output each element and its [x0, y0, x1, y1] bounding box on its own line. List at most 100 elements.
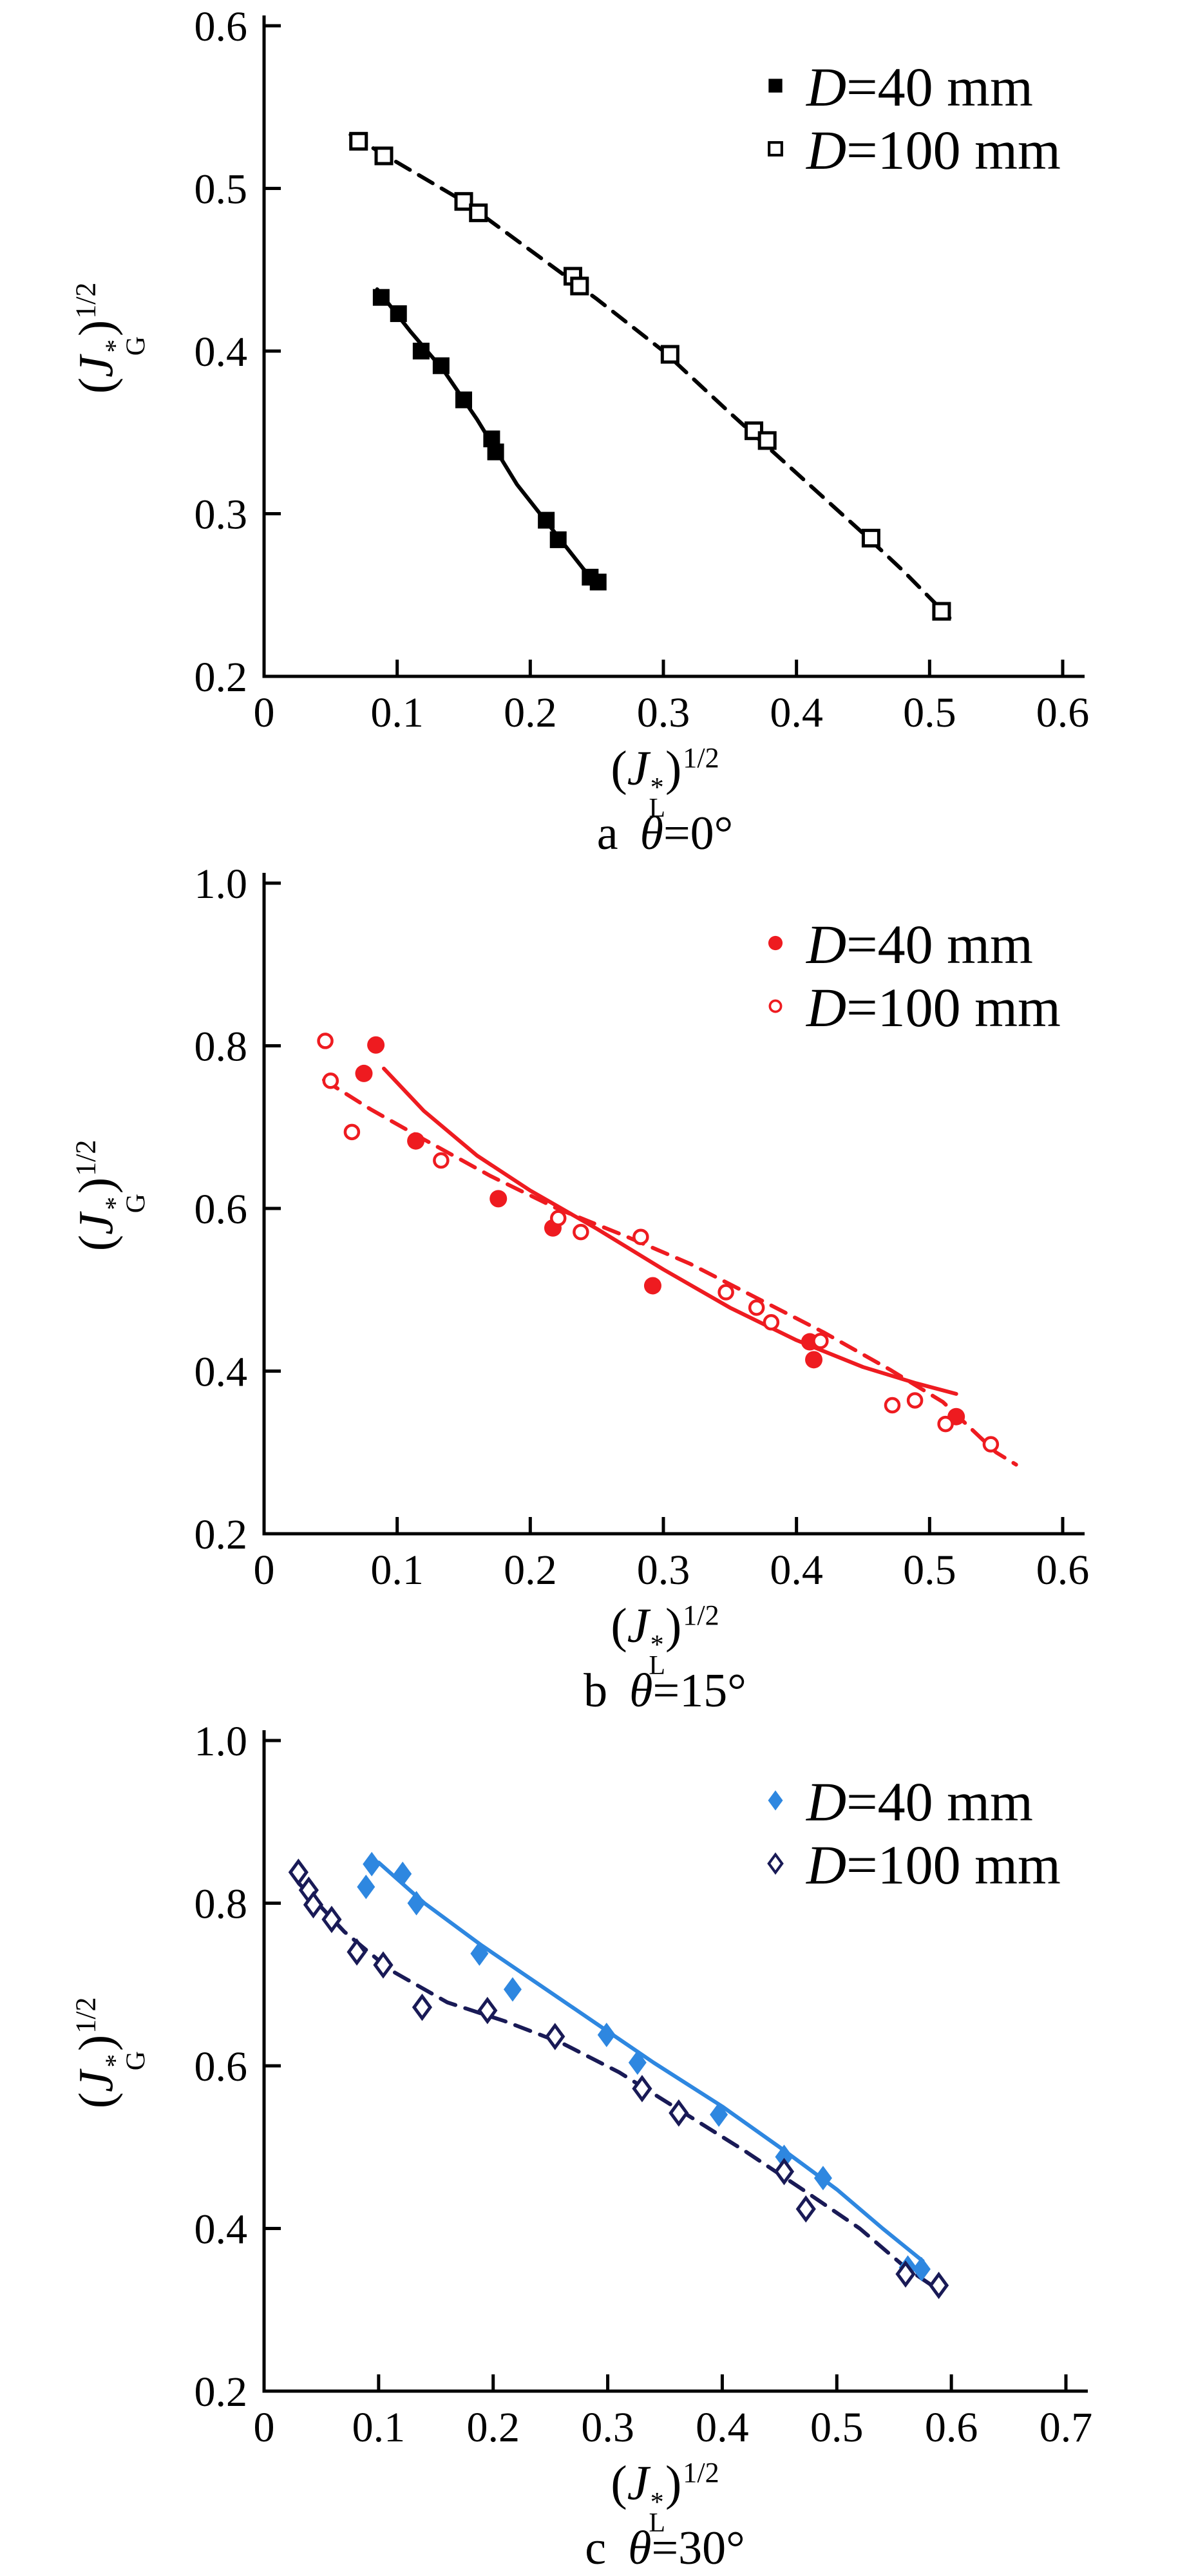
- legend-label: D=100 mm: [806, 118, 1061, 182]
- svg-text:0: 0: [254, 2404, 275, 2451]
- svg-text:0.6: 0.6: [195, 1186, 248, 1233]
- legend-label: D=40 mm: [806, 912, 1033, 977]
- svg-text:0.6: 0.6: [925, 2404, 978, 2451]
- filled-circle-marker-icon: [760, 928, 791, 962]
- paren: ): [665, 1599, 682, 1653]
- l-sub: L: [649, 1651, 665, 1681]
- svg-text:0.3: 0.3: [637, 1547, 690, 1594]
- svg-text:0: 0: [254, 689, 275, 736]
- legend-marker-box: [759, 928, 792, 962]
- x-axis-label-b: (J * L)1/2: [264, 1598, 1066, 1681]
- legend-a: D=40 mm D=100 mm: [759, 55, 1061, 182]
- caption-value: =0°: [663, 807, 734, 860]
- half-exponent: 1/2: [683, 2456, 719, 2488]
- svg-text:0: 0: [254, 1547, 275, 1594]
- svg-text:0.4: 0.4: [770, 1547, 823, 1594]
- legend-marker-box: [759, 991, 792, 1025]
- svg-text:0.2: 0.2: [195, 2369, 248, 2416]
- chart-section-a: 0 0.1 0.2 0.3 0.4 0.5 0.6 0.2 0.3 0.4 0.5 0.6 (J * G)…: [0, 0, 1187, 860]
- legend-label: D=40 mm: [806, 55, 1033, 119]
- svg-text:0.4: 0.4: [696, 2404, 749, 2451]
- legend-value: =40 mm: [846, 913, 1033, 975]
- svg-text:0.6: 0.6: [1036, 689, 1090, 736]
- open-circle-marker-icon: [760, 991, 791, 1025]
- svg-text:0.3: 0.3: [581, 2404, 634, 2451]
- caption-letter: c: [585, 2522, 607, 2575]
- svg-text:0.3: 0.3: [637, 689, 690, 736]
- legend-item: D=100 mm: [759, 976, 1061, 1039]
- theta-symbol: θ: [640, 807, 663, 860]
- paren: (: [611, 1599, 627, 1653]
- legend-marker-box: [759, 1848, 792, 1882]
- svg-text:0.5: 0.5: [903, 1547, 956, 1594]
- svg-text:0.8: 0.8: [195, 1024, 248, 1071]
- svg-text:0.5: 0.5: [903, 689, 956, 736]
- l-sub: L: [649, 2508, 665, 2539]
- theta-symbol: θ: [629, 1665, 653, 1717]
- svg-text:0.6: 0.6: [195, 2043, 248, 2090]
- d-symbol: D: [806, 119, 847, 181]
- star-sup: *: [650, 772, 664, 803]
- sub-sup-stack: * L: [649, 772, 665, 824]
- svg-text:0.2: 0.2: [195, 654, 248, 701]
- legend-item: D=40 mm: [759, 913, 1061, 976]
- paren: (: [611, 741, 627, 796]
- legend-marker-box: [759, 70, 792, 104]
- svg-text:0.6: 0.6: [1036, 1547, 1090, 1594]
- svg-text:0.4: 0.4: [195, 329, 248, 376]
- svg-text:0.3: 0.3: [195, 491, 248, 539]
- x-axis-label-c: (J * L)1/2: [264, 2456, 1066, 2539]
- svg-text:0.1: 0.1: [370, 689, 424, 736]
- legend-value: =100 mm: [846, 119, 1061, 181]
- legend-label: D=40 mm: [806, 1770, 1033, 1834]
- star-sup: *: [650, 2487, 664, 2517]
- caption-c: c θ=30°: [264, 2521, 1066, 2576]
- open-square-marker-icon: [760, 133, 791, 167]
- legend-b: D=40 mm D=100 mm: [759, 913, 1061, 1039]
- star-sup: *: [650, 1630, 664, 1660]
- open-diamond-marker-icon: [760, 1848, 791, 1882]
- svg-text:0.8: 0.8: [195, 1881, 248, 1928]
- legend-label: D=100 mm: [806, 1833, 1061, 1897]
- svg-text:0.1: 0.1: [352, 2404, 406, 2451]
- svg-text:1.0: 1.0: [195, 1718, 248, 1765]
- legend-item: D=100 mm: [759, 119, 1061, 182]
- sub-sup-stack: * L: [649, 1630, 665, 1681]
- filled-square-marker-icon: [760, 70, 791, 104]
- caption-value: =15°: [652, 1665, 746, 1717]
- half-exponent: 1/2: [683, 741, 719, 774]
- chart-section-c: 0 0.1 0.2 0.3 0.4 0.5 0.6 0.7 0.2 0.4 0.6 0.8 1.0 (J…: [0, 1715, 1187, 2576]
- svg-text:0.7: 0.7: [1040, 2404, 1093, 2451]
- paren: ): [665, 741, 682, 796]
- paren: (: [611, 2456, 627, 2510]
- theta-symbol: θ: [628, 2522, 652, 2575]
- legend-marker-box: [759, 1785, 792, 1819]
- sub-sup-stack: * L: [649, 2487, 665, 2539]
- l-sub: L: [649, 794, 665, 824]
- svg-text:0.2: 0.2: [466, 2404, 520, 2451]
- svg-text:0.6: 0.6: [195, 3, 248, 50]
- j-symbol: J: [627, 2456, 649, 2510]
- svg-text:1.0: 1.0: [195, 861, 248, 908]
- svg-text:0.1: 0.1: [370, 1547, 424, 1594]
- svg-text:0.4: 0.4: [195, 1349, 248, 1396]
- legend-item: D=40 mm: [759, 1770, 1061, 1833]
- plot-canvas-a: 0 0.1 0.2 0.3 0.4 0.5 0.6 0.2 0.3 0.4 0.5 0.6: [195, 3, 1090, 736]
- d-symbol: D: [806, 977, 847, 1038]
- svg-text:0.4: 0.4: [195, 2206, 248, 2253]
- svg-text:0.2: 0.2: [195, 1511, 248, 1558]
- half-exponent: 1/2: [683, 1599, 719, 1631]
- j-symbol: J: [627, 741, 649, 796]
- svg-text:0.2: 0.2: [504, 1547, 557, 1594]
- caption-b: b θ=15°: [264, 1664, 1066, 1719]
- d-symbol: D: [806, 1771, 847, 1833]
- caption-letter: b: [584, 1665, 608, 1717]
- svg-text:0.5: 0.5: [195, 166, 248, 213]
- legend-value: =40 mm: [846, 1771, 1033, 1833]
- plot-canvas-b: 0 0.1 0.2 0.3 0.4 0.5 0.6 0.2 0.4 0.6 0.8 1.0: [195, 861, 1090, 1594]
- plot-canvas-c: 0 0.1 0.2 0.3 0.4 0.5 0.6 0.7 0.2 0.4 0.6 0.8 1.0: [195, 1718, 1093, 2451]
- caption-a: a θ=0°: [264, 806, 1066, 861]
- j-symbol: J: [627, 1599, 649, 1653]
- legend-value: =100 mm: [846, 977, 1061, 1038]
